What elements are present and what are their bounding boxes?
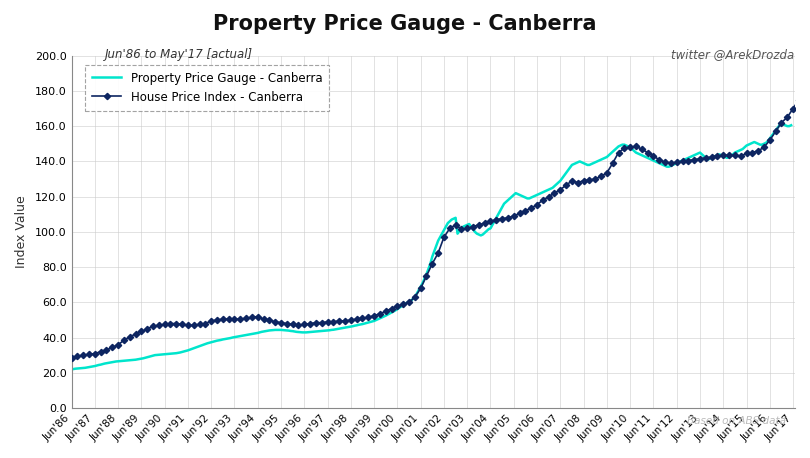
House Price Index - Canberra [701, 155, 710, 161]
Property Price Gauge - Canberra [185, 347, 194, 352]
House Price Index - Canberra [340, 318, 350, 324]
Legend: Property Price Gauge - Canberra, House Price Index - Canberra: Property Price Gauge - Canberra, House P… [85, 65, 330, 111]
Text: Based on ABS data: Based on ABS data [687, 416, 786, 426]
Property Price Gauge - Canberra [66, 367, 76, 372]
Text: twitter @ArekDrozda: twitter @ArekDrozda [671, 48, 794, 61]
House Price Index - Canberra [66, 355, 76, 361]
Property Price Gauge - Canberra [158, 352, 168, 357]
House Price Index - Canberra [369, 313, 379, 318]
Property Price Gauge - Canberra [787, 123, 796, 128]
Property Price Gauge - Canberra [595, 158, 604, 163]
Line: House Price Index - Canberra: House Price Index - Canberra [70, 85, 810, 360]
Property Price Gauge - Canberra [309, 329, 319, 334]
Line: Property Price Gauge - Canberra: Property Price Gauge - Canberra [71, 123, 791, 370]
Property Price Gauge - Canberra [771, 128, 781, 133]
Property Price Gauge - Canberra [433, 238, 443, 244]
House Price Index - Canberra [806, 85, 810, 90]
House Price Index - Canberra [247, 315, 257, 320]
Property Price Gauge - Canberra [777, 120, 787, 125]
Y-axis label: Index Value: Index Value [15, 196, 28, 268]
Text: Jun'86 to May'17 [actual]: Jun'86 to May'17 [actual] [105, 48, 254, 61]
House Price Index - Canberra [450, 222, 460, 228]
Text: Property Price Gauge - Canberra: Property Price Gauge - Canberra [213, 14, 597, 34]
House Price Index - Canberra [771, 129, 781, 134]
